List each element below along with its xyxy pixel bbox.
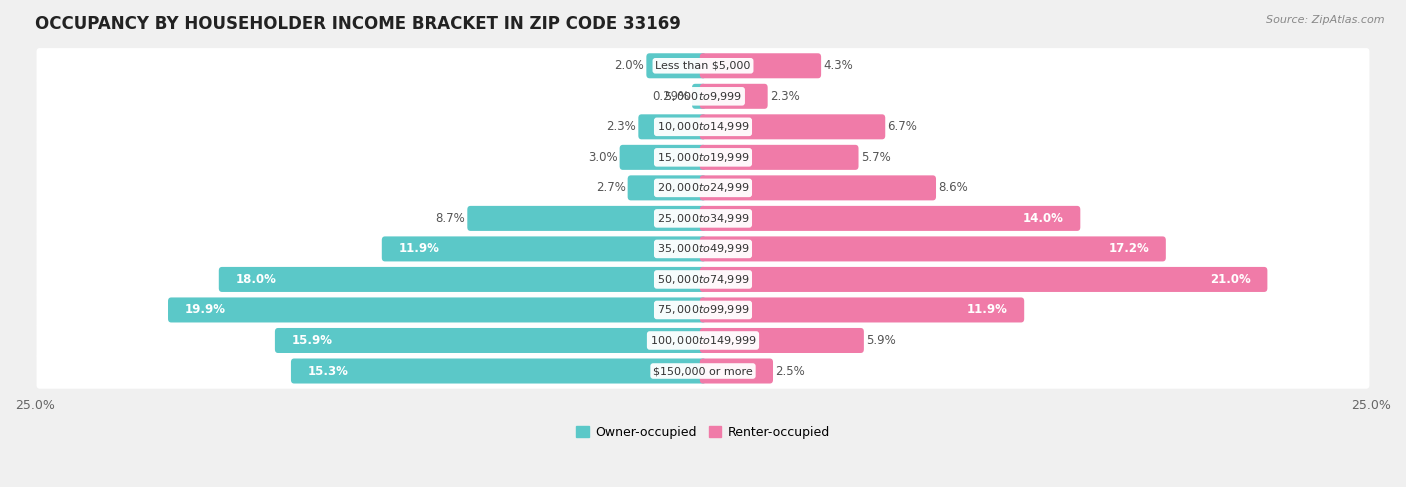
FancyBboxPatch shape — [37, 231, 1369, 266]
Text: 2.3%: 2.3% — [770, 90, 800, 103]
Text: 8.6%: 8.6% — [938, 181, 967, 194]
Text: 19.9%: 19.9% — [184, 303, 225, 317]
Text: $150,000 or more: $150,000 or more — [654, 366, 752, 376]
FancyBboxPatch shape — [167, 298, 706, 322]
Text: 2.7%: 2.7% — [596, 181, 626, 194]
FancyBboxPatch shape — [700, 328, 863, 353]
Text: 2.3%: 2.3% — [606, 120, 636, 133]
Text: OCCUPANCY BY HOUSEHOLDER INCOME BRACKET IN ZIP CODE 33169: OCCUPANCY BY HOUSEHOLDER INCOME BRACKET … — [35, 15, 681, 33]
FancyBboxPatch shape — [37, 140, 1369, 175]
FancyBboxPatch shape — [620, 145, 706, 170]
Text: $15,000 to $19,999: $15,000 to $19,999 — [657, 151, 749, 164]
Text: $25,000 to $34,999: $25,000 to $34,999 — [657, 212, 749, 225]
Text: 15.3%: 15.3% — [308, 364, 349, 377]
FancyBboxPatch shape — [37, 292, 1369, 328]
Text: 4.3%: 4.3% — [824, 59, 853, 72]
FancyBboxPatch shape — [700, 84, 768, 109]
FancyBboxPatch shape — [37, 48, 1369, 83]
Text: 11.9%: 11.9% — [398, 243, 439, 255]
Text: $100,000 to $149,999: $100,000 to $149,999 — [650, 334, 756, 347]
Text: 17.2%: 17.2% — [1108, 243, 1149, 255]
FancyBboxPatch shape — [700, 53, 821, 78]
Text: 5.9%: 5.9% — [866, 334, 896, 347]
Text: $20,000 to $24,999: $20,000 to $24,999 — [657, 181, 749, 194]
FancyBboxPatch shape — [692, 84, 706, 109]
FancyBboxPatch shape — [700, 145, 859, 170]
FancyBboxPatch shape — [700, 175, 936, 200]
Text: 5.7%: 5.7% — [860, 151, 890, 164]
Text: $5,000 to $9,999: $5,000 to $9,999 — [664, 90, 742, 103]
FancyBboxPatch shape — [37, 170, 1369, 206]
FancyBboxPatch shape — [700, 206, 1080, 231]
Text: 21.0%: 21.0% — [1211, 273, 1251, 286]
Text: 0.29%: 0.29% — [652, 90, 690, 103]
Text: 3.0%: 3.0% — [588, 151, 617, 164]
FancyBboxPatch shape — [700, 114, 886, 139]
FancyBboxPatch shape — [647, 53, 706, 78]
FancyBboxPatch shape — [700, 267, 1267, 292]
FancyBboxPatch shape — [37, 262, 1369, 297]
FancyBboxPatch shape — [37, 353, 1369, 389]
Text: Less than $5,000: Less than $5,000 — [655, 61, 751, 71]
Text: 18.0%: 18.0% — [235, 273, 276, 286]
Text: 2.5%: 2.5% — [775, 364, 804, 377]
Text: 11.9%: 11.9% — [967, 303, 1008, 317]
FancyBboxPatch shape — [700, 236, 1166, 262]
FancyBboxPatch shape — [467, 206, 706, 231]
Text: 6.7%: 6.7% — [887, 120, 917, 133]
FancyBboxPatch shape — [276, 328, 706, 353]
FancyBboxPatch shape — [638, 114, 706, 139]
Text: $75,000 to $99,999: $75,000 to $99,999 — [657, 303, 749, 317]
FancyBboxPatch shape — [627, 175, 706, 200]
Legend: Owner-occupied, Renter-occupied: Owner-occupied, Renter-occupied — [571, 421, 835, 444]
FancyBboxPatch shape — [37, 201, 1369, 236]
Text: $35,000 to $49,999: $35,000 to $49,999 — [657, 243, 749, 255]
FancyBboxPatch shape — [700, 358, 773, 384]
Text: Source: ZipAtlas.com: Source: ZipAtlas.com — [1267, 15, 1385, 25]
Text: 14.0%: 14.0% — [1024, 212, 1064, 225]
FancyBboxPatch shape — [382, 236, 706, 262]
Text: 8.7%: 8.7% — [436, 212, 465, 225]
FancyBboxPatch shape — [37, 78, 1369, 114]
FancyBboxPatch shape — [37, 323, 1369, 358]
Text: $10,000 to $14,999: $10,000 to $14,999 — [657, 120, 749, 133]
Text: 2.0%: 2.0% — [614, 59, 644, 72]
FancyBboxPatch shape — [37, 109, 1369, 145]
FancyBboxPatch shape — [700, 298, 1024, 322]
FancyBboxPatch shape — [291, 358, 706, 384]
Text: $50,000 to $74,999: $50,000 to $74,999 — [657, 273, 749, 286]
FancyBboxPatch shape — [219, 267, 706, 292]
Text: 15.9%: 15.9% — [291, 334, 332, 347]
